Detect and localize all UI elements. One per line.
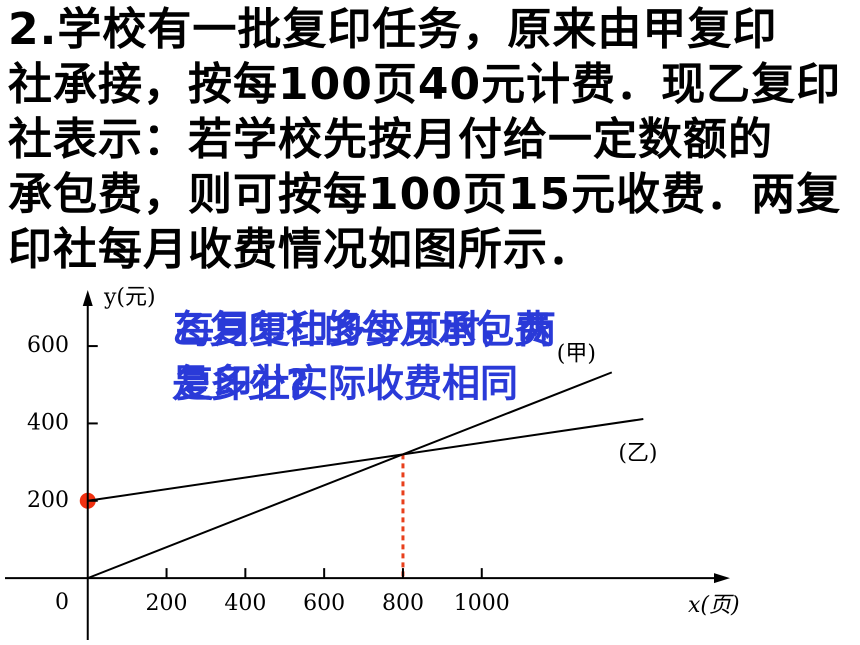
x-tick-label: 800: [382, 591, 424, 616]
x-tick-label: 200: [146, 591, 188, 616]
series-label: (乙): [618, 441, 657, 466]
series-line: [87, 417, 644, 502]
series-label: (甲): [557, 341, 596, 366]
x-tick-label: 1000: [454, 591, 510, 616]
origin-label: 0: [55, 590, 69, 615]
question-text: 每月复印多少页时，两: [176, 308, 556, 352]
x-tick-label: 400: [224, 591, 266, 616]
question-text: 乙复印社的每月承包费: [172, 308, 552, 352]
y-tick-label: 200: [27, 488, 69, 513]
series-line: [87, 371, 613, 580]
y-tick-label: 600: [27, 333, 69, 358]
x-tick-label: 600: [303, 591, 345, 616]
problem-line: 承包费，则可按每100页15元收费．两复: [8, 169, 842, 220]
question-text: 复印社实际收费相同: [176, 362, 518, 406]
problem-line: 社承接，按每100页40元计费．现乙复印: [8, 59, 842, 110]
question-text: 是多少?: [172, 362, 308, 406]
y-axis-label: y(元): [103, 285, 156, 310]
x-axis-label: x(页): [688, 593, 740, 618]
problem-line: 2.学校有一批复印任务，原来由甲复印: [8, 4, 778, 55]
problem-line: 印社每月收费情况如图所示．: [8, 224, 593, 275]
y-tick-label: 400: [27, 410, 69, 435]
problem-line: 社表示：若学校先按月付给一定数额的: [8, 114, 773, 165]
